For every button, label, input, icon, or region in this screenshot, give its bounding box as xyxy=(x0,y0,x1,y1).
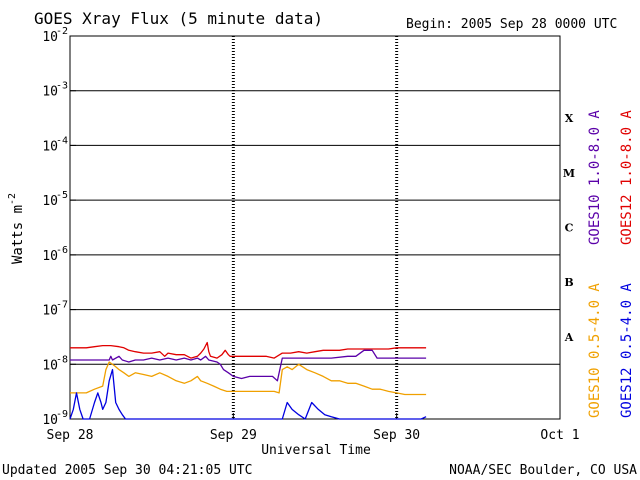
y-tick-exponent: -3 xyxy=(56,81,68,92)
y-tick-label: 10-9 xyxy=(42,409,68,428)
x-tick-label: Sep 28 xyxy=(47,428,94,443)
horizontal-gridlines xyxy=(70,35,560,420)
legend-entry: GOES12 0.5-4.0 A xyxy=(619,283,635,418)
flare-class-m: M xyxy=(563,167,575,180)
legend-entry: GOES10 0.5-4.0 A xyxy=(587,283,603,418)
x-axis-label: Universal Time xyxy=(261,443,371,458)
flare-class-a: A xyxy=(564,331,574,344)
y-tick-base: 10 xyxy=(42,85,58,100)
svg-text:Watts m-2: Watts m-2 xyxy=(7,193,26,264)
y-tick-exponent: -2 xyxy=(56,26,68,37)
source-credit: NOAA/SEC Boulder, CO USA xyxy=(449,463,637,478)
series-line xyxy=(70,341,427,359)
y-axis-label-exponent: -2 xyxy=(7,193,18,205)
y-tick-exponent: -7 xyxy=(56,300,68,311)
y-axis-label-text: Watts m xyxy=(10,205,26,264)
y-tick-label: 10-8 xyxy=(42,354,68,373)
y-tick-base: 10 xyxy=(42,358,58,373)
plot-frame xyxy=(69,35,561,420)
x-tick-label: Oct 1 xyxy=(540,428,579,443)
series-line xyxy=(69,368,427,420)
x-tick-label: Sep 29 xyxy=(210,428,257,443)
y-tick-base: 10 xyxy=(42,413,58,428)
chart-title: GOES Xray Flux (5 minute data) xyxy=(34,9,323,28)
y-tick-label: 10-6 xyxy=(42,245,68,264)
x-tick-labels: Sep 28 Sep 29 Sep 30 Oct 1 xyxy=(47,428,580,443)
flare-class-b: B xyxy=(564,276,573,289)
y-tick-exponent: -9 xyxy=(56,409,68,420)
y-tick-base: 10 xyxy=(42,304,58,319)
y-tick-base: 10 xyxy=(42,30,58,45)
x-tick-label: Sep 30 xyxy=(373,428,420,443)
flare-class-c: C xyxy=(565,222,574,235)
y-tick-label: 10-4 xyxy=(42,135,68,154)
y-tick-exponent: -6 xyxy=(56,245,68,256)
series-lines xyxy=(69,341,427,420)
updated-timestamp: Updated 2005 Sep 30 04:21:05 UTC xyxy=(2,463,252,478)
legend-entry: GOES10 1.0-8.0 A xyxy=(587,110,603,245)
flare-class-x: X xyxy=(565,112,574,125)
right-legend: GOES10 1.0-8.0 A GOES12 1.0-8.0 A GOES10 0… xyxy=(587,110,635,418)
y-tick-label: 10-3 xyxy=(42,81,68,100)
series-line xyxy=(70,361,427,396)
y-tick-label: 10-2 xyxy=(42,26,68,45)
y-tick-base: 10 xyxy=(42,139,58,154)
y-tick-exponent: -8 xyxy=(56,354,68,365)
y-tick-exponent: -4 xyxy=(56,135,68,146)
flare-class-labels: X M C B A xyxy=(563,112,575,344)
begin-label: Begin: 2005 Sep 28 0000 UTC xyxy=(406,17,617,32)
y-tick-exponent: -5 xyxy=(56,190,68,201)
y-tick-label: 10-7 xyxy=(42,300,68,319)
series-line xyxy=(70,349,427,382)
y-tick-base: 10 xyxy=(42,249,58,264)
y-axis-label: Watts m-2 xyxy=(7,193,26,264)
y-tick-base: 10 xyxy=(42,194,58,209)
legend-entry: GOES12 1.0-8.0 A xyxy=(619,110,635,245)
y-tick-label: 10-5 xyxy=(42,190,68,209)
y-tick-labels: 10-210-310-410-510-610-710-810-9 xyxy=(42,26,68,428)
